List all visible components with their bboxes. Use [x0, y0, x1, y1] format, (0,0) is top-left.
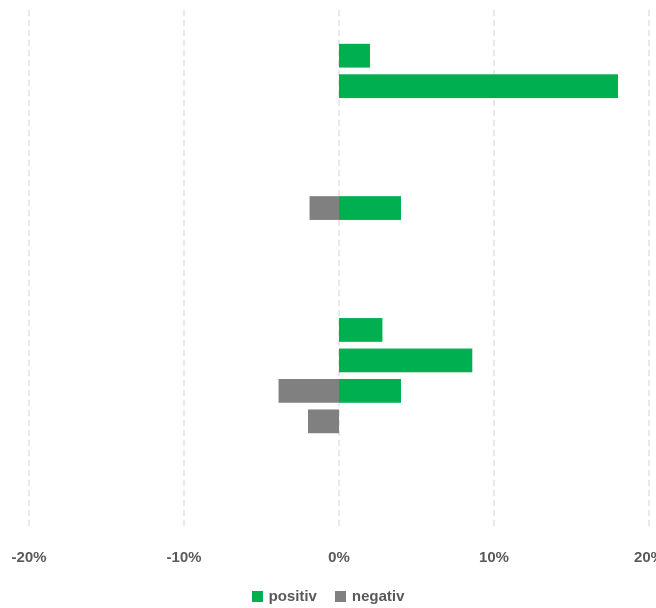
x-tick-label: -20% — [11, 549, 46, 566]
legend-swatch-negativ — [334, 590, 346, 602]
legend-item-negativ[interactable]: negativ — [334, 587, 405, 605]
x-tick-label: 20% — [634, 549, 656, 566]
bar-negativ[interactable] — [308, 409, 339, 434]
bar-positiv[interactable] — [339, 196, 401, 220]
gridlines — [28, 10, 650, 528]
x-axis-tick-labels: -20% -10% 0% 10% 20% — [11, 549, 656, 566]
bar-positiv[interactable] — [339, 318, 383, 342]
legend-item-positiv[interactable]: positiv — [251, 587, 317, 605]
legend-label-negativ: negativ — [351, 587, 405, 605]
bar-positiv[interactable] — [339, 348, 473, 373]
bar-positiv[interactable] — [339, 378, 401, 403]
legend-label-positiv: positiv — [268, 587, 317, 605]
legend-swatch-positiv — [251, 590, 263, 602]
x-tick-label: -10% — [166, 549, 201, 566]
bar-positiv[interactable] — [339, 74, 618, 99]
bars — [278, 43, 618, 434]
bar-negativ[interactable] — [278, 378, 339, 403]
bar-positiv[interactable] — [339, 43, 370, 68]
x-tick-label: 0% — [328, 549, 350, 566]
bar-negativ[interactable] — [309, 196, 339, 220]
x-tick-label: 10% — [479, 549, 509, 566]
legend: positiv negativ — [0, 584, 656, 608]
